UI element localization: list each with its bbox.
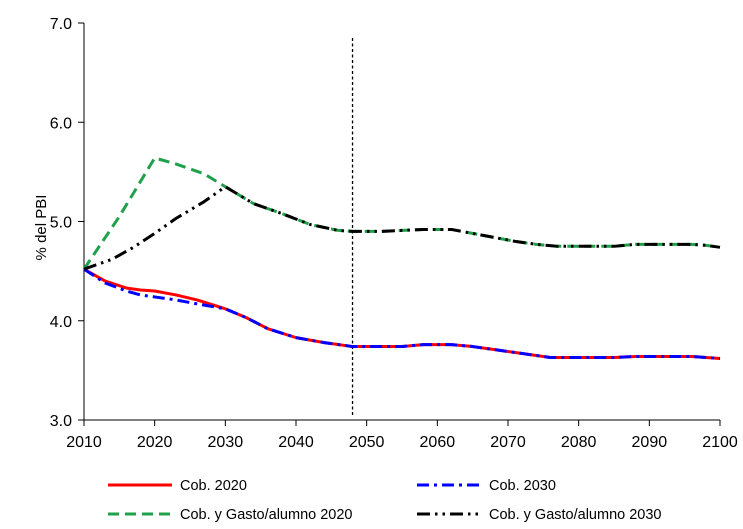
x-tick-label: 2100 [702, 434, 738, 451]
legend: Cob. 2020 Cob. 2030 Cob. y Gasto/alumno 20… [108, 478, 662, 523]
x-tick-label: 2090 [632, 434, 668, 451]
series-lines [82, 156, 721, 360]
series-line-cob-y-gasto-alumno-2020 [82, 156, 721, 270]
y-tick-label: 3.0 [50, 413, 72, 430]
series-line-cob-2030 [83, 267, 721, 360]
x-tick-label: 2010 [66, 434, 102, 451]
x-tick-label: 2050 [349, 434, 385, 451]
y-tick-label: 4.0 [50, 314, 72, 331]
y-tick-label: 5.0 [50, 215, 72, 232]
x-tick-label: 2020 [137, 434, 173, 451]
legend-label-cob-y-gasto-alumno-2020: Cob. y Gasto/alumno 2020 [180, 507, 353, 523]
legend-label-cob-2020: Cob. 2020 [180, 478, 247, 494]
axes: 3.0 4.0 5.0 6.0 7.0 2010 2020 2030 2040 2050 2060 2… [33, 16, 738, 451]
legend-label-cob-y-gasto-alumno-2030: Cob. y Gasto/alumno 2030 [489, 507, 662, 523]
x-tick-label: 2060 [420, 434, 456, 451]
x-tick-label: 2070 [490, 434, 526, 451]
x-tick-label: 2040 [278, 434, 314, 451]
x-tick-label: 2080 [561, 434, 597, 451]
legend-label-cob-2030: Cob. 2030 [489, 478, 556, 494]
y-axis-label: % del PBI [33, 195, 50, 261]
y-tick-label: 7.0 [50, 16, 72, 33]
y-tick-label: 6.0 [50, 115, 72, 132]
series-line-cob-y-gasto-alumno-2030 [83, 185, 721, 271]
x-tick-label: 2030 [208, 434, 244, 451]
